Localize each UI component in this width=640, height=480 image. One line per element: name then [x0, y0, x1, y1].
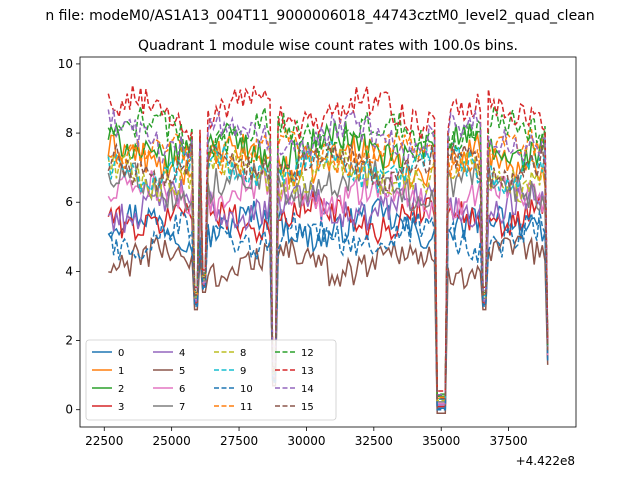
series-line-1 — [107, 132, 549, 400]
y-tick-label: 6 — [65, 195, 73, 209]
legend-label-9: 9 — [240, 366, 246, 377]
series-line-6 — [107, 166, 549, 405]
legend-label-6: 6 — [179, 384, 185, 395]
legend-label-11: 11 — [240, 402, 253, 413]
y-tick-label: 0 — [65, 403, 73, 417]
x-tick-label: 22500 — [85, 434, 123, 448]
series-line-3 — [107, 190, 549, 408]
y-tick-label: 2 — [65, 334, 73, 348]
x-axis: 22500 25000 27500 30000 32500 35000 37500 — [85, 427, 528, 448]
legend-label-14: 14 — [301, 384, 314, 395]
figure-suptitle: n file: modeM0/AS1A13_004T11_9000006018_… — [45, 8, 594, 24]
legend-label-0: 0 — [118, 348, 124, 359]
y-tick-label: 4 — [65, 264, 73, 278]
legend-label-3: 3 — [118, 402, 124, 413]
legend-label-15: 15 — [301, 402, 314, 413]
plot-frame — [79, 56, 577, 428]
x-offset-label: +4.422e8 — [516, 454, 575, 468]
series-line-15 — [107, 141, 549, 400]
legend-label-8: 8 — [240, 348, 246, 359]
legend-label-7: 7 — [179, 402, 185, 413]
legend-label-13: 13 — [301, 366, 314, 377]
legend-box — [85, 339, 337, 421]
series-line-14 — [107, 109, 549, 396]
x-tick-label: 27500 — [220, 434, 258, 448]
series-line-4 — [107, 178, 549, 406]
legend-label-5: 5 — [179, 366, 185, 377]
x-tick-label: 32500 — [355, 434, 393, 448]
plot-lines — [107, 84, 549, 415]
legend-label-1: 1 — [118, 366, 124, 377]
legend-label-12: 12 — [301, 348, 314, 359]
y-axis: 0 2 4 6 8 10 — [58, 57, 80, 417]
series-line-7 — [107, 158, 549, 403]
x-tick-label: 37500 — [490, 434, 528, 448]
series-line-9 — [107, 141, 549, 401]
y-tick-label: 10 — [58, 57, 73, 71]
y-tick-label: 8 — [65, 126, 73, 140]
chart-title: Quadrant 1 module wise count rates with … — [138, 38, 518, 54]
series-line-8 — [107, 147, 549, 402]
series-line-10 — [107, 210, 549, 411]
legend-label-2: 2 — [118, 384, 124, 395]
series-line-5 — [108, 233, 549, 415]
x-tick-label: 30000 — [287, 434, 325, 448]
series-line-0 — [107, 197, 549, 409]
legend-label-4: 4 — [179, 348, 185, 359]
x-tick-label: 35000 — [422, 434, 460, 448]
x-tick-label: 25000 — [153, 434, 191, 448]
legend-label-10: 10 — [240, 384, 253, 395]
